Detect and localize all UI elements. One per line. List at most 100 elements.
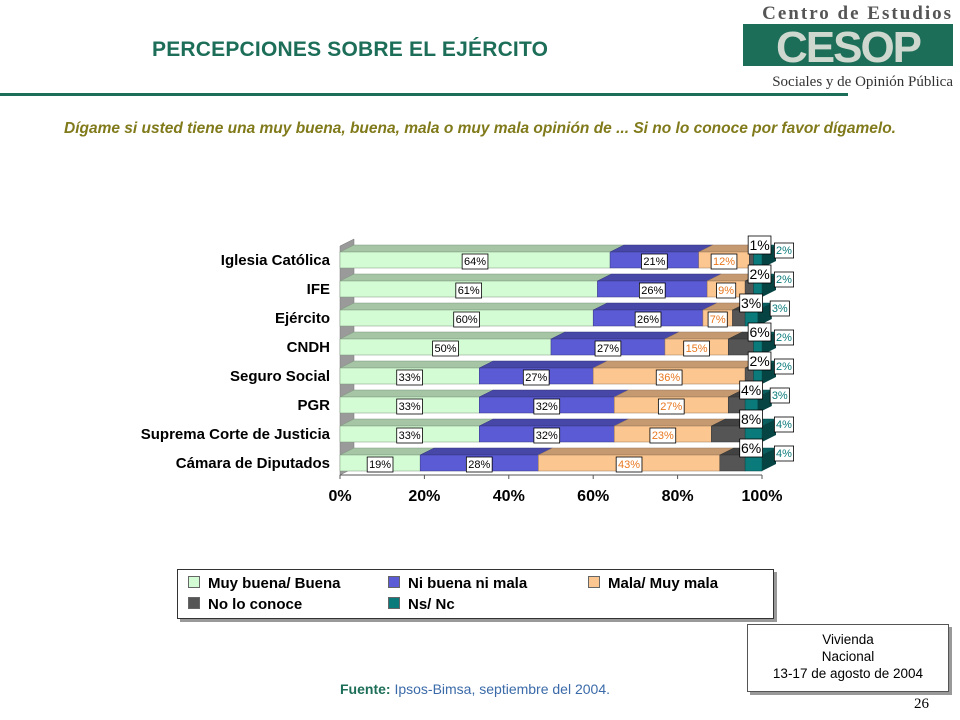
logo-bottom-text: Sociales y de Opinión Pública — [772, 74, 953, 90]
data-label: 27% — [660, 401, 682, 413]
chart-legend: Muy buena/ Buena Ni buena ni mala Mala/ … — [177, 569, 774, 619]
data-label-box — [774, 242, 795, 259]
data-label: 33% — [399, 372, 421, 384]
fieldwork-line-1: Vivienda — [822, 632, 874, 647]
data-label-box — [522, 369, 550, 386]
data-label: 9% — [718, 285, 734, 297]
data-label-box — [774, 271, 795, 288]
data-label-box — [634, 311, 662, 328]
legend-label: Ni buena ni mala — [408, 575, 528, 592]
bar-side-face — [762, 448, 776, 471]
bar-top-face — [339, 244, 625, 253]
logo-top-text: Centro de Estudios — [762, 3, 953, 24]
category-label: PGR — [297, 397, 330, 414]
data-label-box — [774, 329, 795, 346]
data-label: 33% — [399, 430, 421, 442]
bar-top-face — [479, 360, 608, 369]
bar-top-face — [339, 331, 566, 340]
data-label-box — [396, 427, 423, 444]
data-label: 32% — [536, 430, 558, 442]
logo-mark-text: CESOP — [776, 23, 921, 72]
data-label: 3% — [741, 295, 761, 311]
page-title: PERCEPCIONES SOBRE EL EJÉRCITO — [152, 38, 549, 61]
data-label: 27% — [525, 372, 547, 384]
source-note: Fuente: Ipsos-Bimsa, septiembre del 2004… — [340, 681, 610, 697]
data-label: 3% — [772, 390, 788, 402]
x-tick-label: 60% — [577, 488, 609, 505]
data-label: 32% — [536, 401, 558, 413]
title-rule — [0, 93, 848, 96]
data-label-box — [774, 358, 795, 375]
data-label: 21% — [643, 256, 665, 268]
data-label: 2% — [776, 361, 792, 373]
fieldwork-line-2: Nacional — [821, 649, 875, 664]
category-label: Iglesia Católica — [221, 252, 331, 269]
category-label: CNDH — [287, 339, 330, 356]
data-label-box — [739, 409, 763, 429]
category-label: IFE — [307, 281, 330, 298]
category-label: Cámara de Diputados — [176, 455, 330, 472]
bar-top-face — [339, 418, 494, 427]
x-tick-label: 80% — [662, 488, 694, 505]
bar-top-face — [420, 447, 553, 456]
data-label-box — [396, 398, 423, 415]
legend-label: Muy buena/ Buena — [208, 575, 341, 592]
bar-top-face — [339, 273, 612, 282]
bar-top-face — [479, 418, 629, 427]
fieldwork-box: Vivienda Nacional 13-17 de agosto de 200… — [747, 624, 949, 692]
data-label: 1% — [749, 237, 769, 253]
bar-top-face — [593, 302, 718, 311]
data-label-box — [657, 398, 685, 415]
data-label: 2% — [776, 274, 792, 286]
x-tick-label: 100% — [742, 488, 783, 505]
data-label: 36% — [658, 372, 680, 384]
data-label-box — [655, 369, 683, 386]
legend-swatch — [388, 576, 400, 588]
data-label: 61% — [458, 285, 480, 297]
x-tick-label: 20% — [408, 488, 440, 505]
data-label-box — [533, 398, 561, 415]
data-label: 28% — [468, 459, 490, 471]
data-label-box — [594, 340, 622, 357]
data-label-box — [747, 322, 772, 342]
data-label-box — [739, 438, 763, 458]
category-label: Ejército — [275, 310, 330, 327]
legend-label: Mala/ Muy mala — [608, 575, 719, 592]
x-tick-label: 40% — [493, 488, 525, 505]
data-label-box — [396, 369, 423, 386]
fieldwork-line-3: 13-17 de agosto de 2004 — [772, 666, 924, 681]
category-label: Suprema Corte de Justicia — [141, 426, 331, 443]
source-label: Fuente: — [340, 681, 391, 697]
bar-top-face — [614, 389, 743, 398]
data-label-box — [774, 416, 795, 433]
bar-top-face — [339, 447, 435, 456]
data-label-box — [638, 282, 666, 299]
data-label-box — [739, 293, 763, 313]
data-label-box — [615, 456, 643, 473]
data-label-box — [683, 340, 710, 357]
data-label: 23% — [652, 430, 674, 442]
data-label: 19% — [369, 459, 391, 471]
data-label: 60% — [456, 314, 478, 326]
data-label: 7% — [710, 314, 726, 326]
data-label: 27% — [597, 343, 619, 355]
data-label-box — [453, 311, 480, 328]
data-label: 12% — [713, 256, 735, 268]
data-label: 43% — [618, 459, 640, 471]
data-label: 2% — [776, 245, 792, 257]
bar-top-face — [339, 389, 494, 398]
category-label: Seguro Social — [230, 368, 330, 385]
bar-top-face — [614, 418, 726, 427]
data-label-box — [465, 456, 493, 473]
data-label: 33% — [399, 401, 421, 413]
legend-item-ns-nc: Ns/ Nc — [388, 596, 455, 613]
legend-swatch — [188, 597, 200, 609]
data-label-box — [432, 340, 459, 357]
legend-label: No lo conoce — [208, 596, 303, 613]
data-label-box — [455, 282, 483, 299]
bar-top-face — [593, 360, 760, 369]
data-label: 2% — [749, 353, 769, 369]
data-label: 6% — [749, 324, 769, 340]
data-label-box — [769, 300, 790, 317]
data-label: 64% — [464, 256, 486, 268]
